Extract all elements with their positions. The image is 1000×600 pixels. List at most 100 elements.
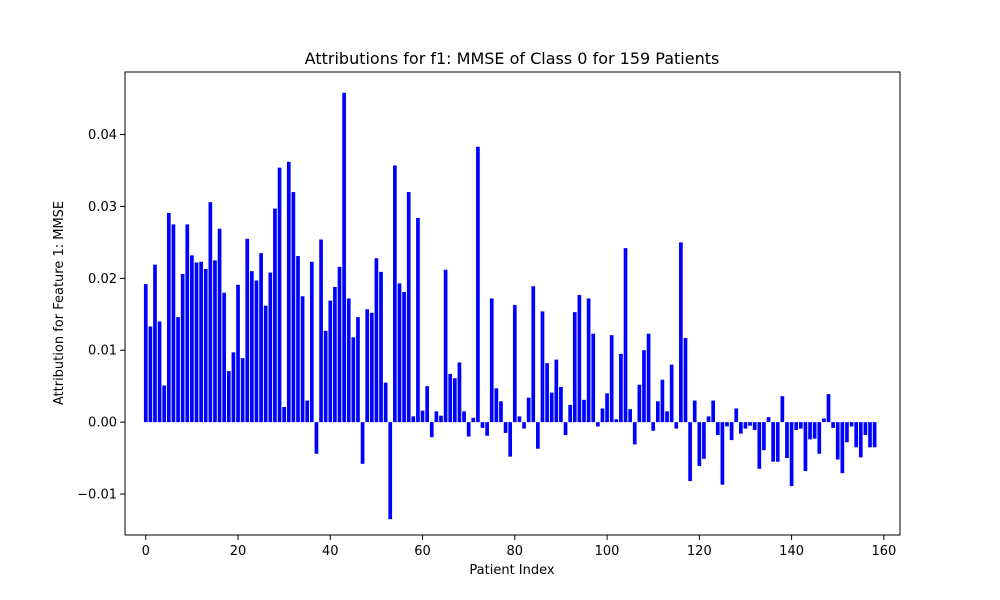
bar	[402, 292, 406, 423]
bar	[794, 422, 799, 431]
bar	[259, 253, 263, 423]
bar	[471, 417, 476, 423]
bar	[462, 411, 466, 423]
x-tick-label: 0	[142, 544, 150, 559]
bar	[319, 239, 323, 423]
bar	[605, 393, 609, 423]
bar	[393, 165, 397, 423]
bar	[300, 296, 305, 423]
bar	[683, 338, 688, 423]
bar	[480, 422, 485, 428]
bar	[711, 400, 716, 423]
bar	[499, 401, 503, 423]
bar	[526, 397, 531, 423]
bar	[466, 422, 471, 437]
bar	[739, 422, 743, 434]
bar	[203, 268, 208, 423]
bar	[296, 256, 300, 423]
bar	[614, 419, 619, 423]
x-tick-label: 20	[230, 544, 247, 559]
bar	[674, 422, 679, 429]
bar	[540, 311, 545, 423]
bar	[632, 422, 637, 445]
bar	[586, 298, 591, 423]
bar	[185, 224, 190, 423]
x-tick-label: 140	[779, 544, 804, 559]
bar	[457, 362, 462, 423]
x-tick-label: 160	[871, 544, 896, 559]
bar	[268, 272, 273, 423]
bar	[729, 422, 734, 441]
bar	[452, 378, 457, 423]
bar	[688, 422, 692, 482]
bar	[406, 192, 411, 423]
bar	[840, 422, 845, 474]
bar	[286, 161, 291, 423]
bar	[522, 422, 526, 429]
bar	[715, 422, 720, 436]
x-tick-label: 60	[414, 544, 431, 559]
bar	[337, 266, 342, 423]
bar	[374, 258, 379, 423]
bar	[748, 422, 752, 426]
bar	[655, 401, 660, 423]
bar	[826, 394, 831, 423]
bar	[443, 269, 448, 423]
x-axis: 0 20 40 60 80 100 120 140 160	[142, 535, 896, 559]
bar	[411, 416, 416, 423]
bar	[849, 422, 854, 427]
bar	[596, 422, 600, 427]
bar	[808, 422, 812, 440]
bar	[263, 305, 268, 423]
bar	[780, 396, 785, 423]
bar	[434, 411, 439, 423]
bar	[383, 382, 388, 423]
bar	[162, 385, 167, 423]
bar	[854, 422, 859, 448]
bar	[213, 260, 217, 423]
bar	[199, 261, 203, 423]
bar	[812, 422, 817, 439]
bar	[531, 286, 536, 423]
bar	[360, 422, 365, 464]
bar	[190, 255, 194, 423]
bar	[485, 422, 489, 436]
y-tick-label: 0.03	[88, 200, 117, 215]
chart-title: Attributions for f1: MMSE of Class 0 for…	[305, 49, 720, 68]
bar	[356, 317, 360, 423]
bar	[277, 167, 282, 423]
bar	[503, 422, 508, 433]
bar	[176, 317, 180, 423]
bar	[619, 353, 623, 423]
y-axis-label: Attribution for Feature 1: MMSE	[52, 201, 67, 405]
bar	[180, 274, 185, 423]
bar	[766, 417, 771, 423]
bar	[314, 422, 319, 454]
bar	[208, 202, 213, 423]
bar	[789, 422, 794, 487]
bar	[508, 422, 513, 457]
bar	[697, 422, 702, 466]
bar	[245, 238, 250, 423]
bar	[637, 384, 642, 423]
bar	[669, 364, 674, 423]
bar	[240, 358, 245, 423]
y-tick-label: 0.04	[88, 128, 117, 143]
x-axis-label: Patient Index	[469, 563, 554, 578]
bar	[572, 312, 577, 423]
bar	[489, 298, 494, 423]
bar	[725, 422, 729, 427]
x-tick-label: 40	[322, 544, 339, 559]
bar-group	[143, 92, 877, 520]
y-tick-label: 0.00	[88, 416, 117, 431]
bar	[226, 371, 231, 423]
bar	[651, 422, 656, 431]
y-tick-label: 0.02	[88, 272, 117, 287]
bar	[217, 228, 222, 423]
bar	[845, 422, 849, 443]
bar	[609, 335, 614, 423]
bar	[734, 408, 739, 423]
bar	[623, 248, 628, 423]
bar	[351, 337, 356, 423]
